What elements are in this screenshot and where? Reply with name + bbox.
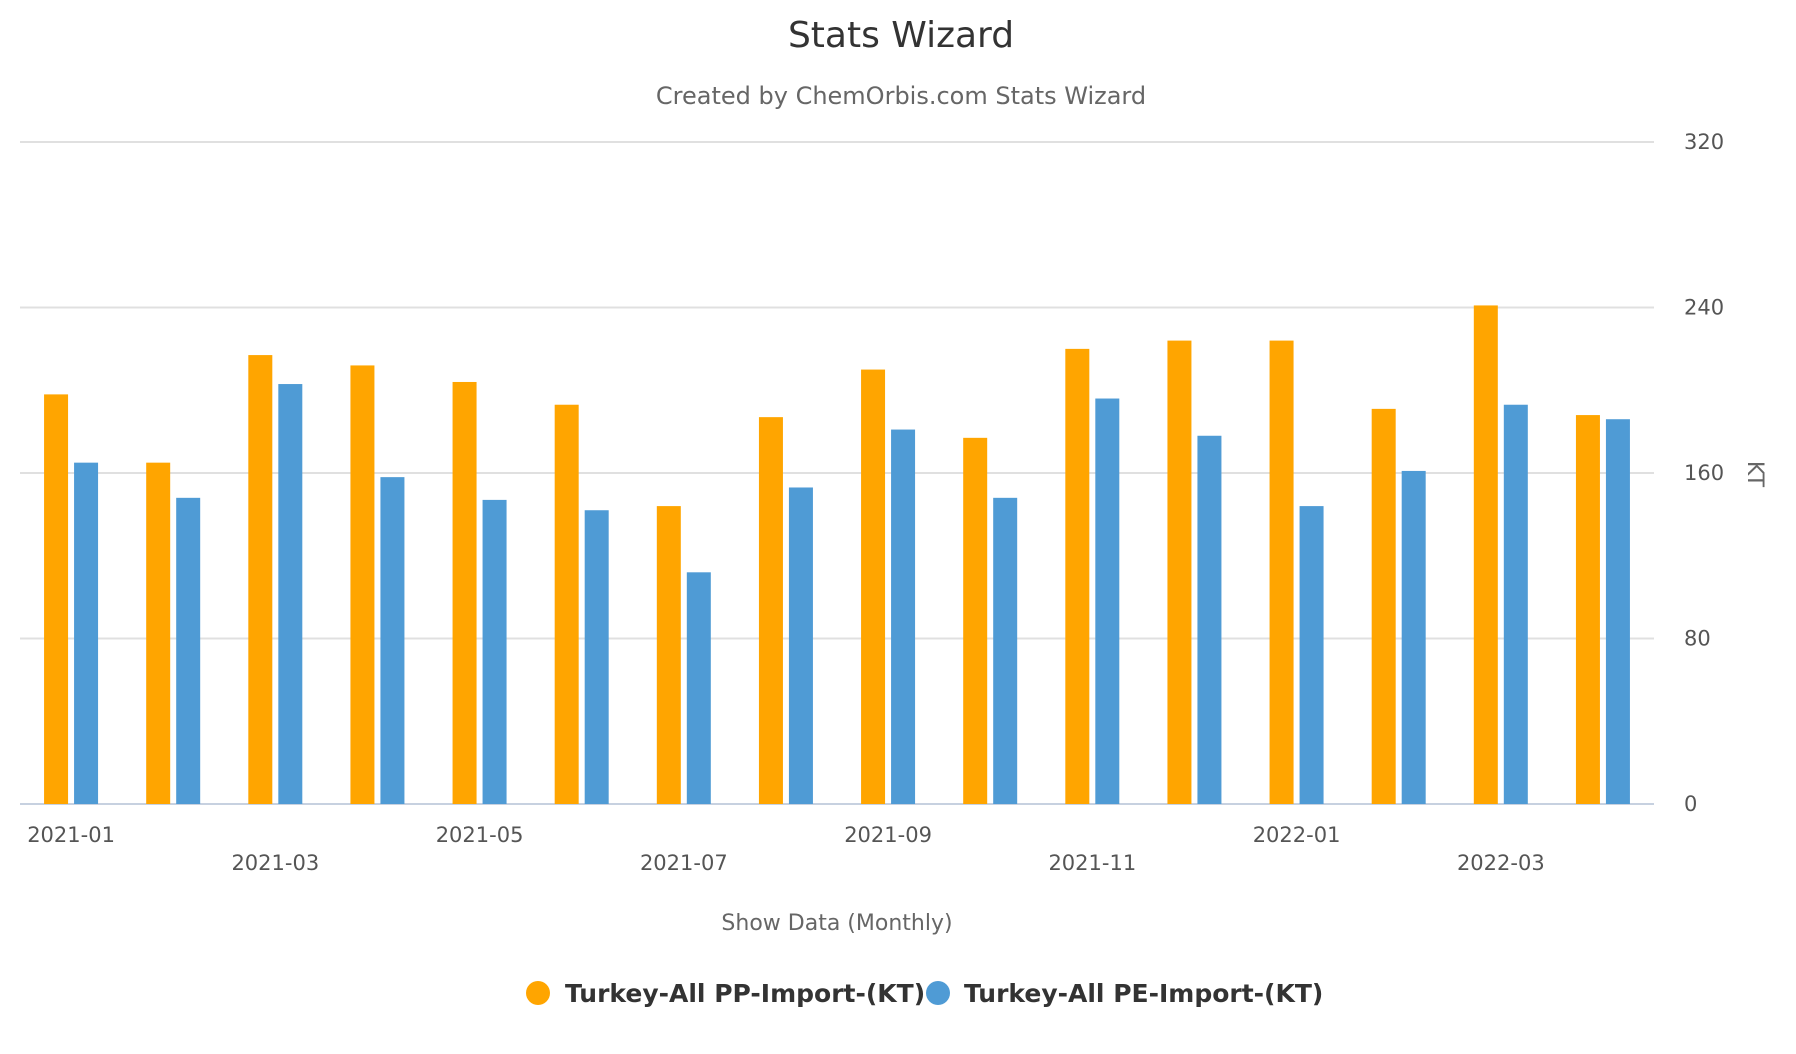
- pe-import-bar-2021-03[interactable]: [278, 384, 303, 804]
- legend-marker-pp-import[interactable]: [526, 981, 550, 1005]
- legend-label-pp-import[interactable]: Turkey-All PP-Import-(KT): [565, 979, 925, 1008]
- pe-import-bar-2021-09[interactable]: [891, 429, 916, 804]
- pe-import-bar-2021-10[interactable]: [993, 497, 1018, 804]
- pp-import-bar-2021-04[interactable]: [350, 365, 375, 804]
- pe-import-bar-2022-04[interactable]: [1605, 419, 1630, 804]
- pp-import-bar-2021-09[interactable]: [861, 369, 886, 804]
- pp-import-bar-2021-06[interactable]: [554, 404, 579, 804]
- pp-import-bar-2022-03[interactable]: [1473, 305, 1498, 804]
- pp-import-bar-2021-05[interactable]: [452, 381, 477, 804]
- x-tick-label: 2021-01: [27, 823, 115, 847]
- pe-import-bar-2021-08[interactable]: [788, 487, 813, 804]
- pe-import-bar-2021-06[interactable]: [584, 510, 609, 804]
- legend-marker-pe-import[interactable]: [926, 981, 950, 1005]
- pp-import-bar-2021-12[interactable]: [1167, 340, 1192, 804]
- pe-import-bar-2021-11[interactable]: [1095, 398, 1120, 804]
- pp-import-bar-2021-08[interactable]: [758, 417, 783, 804]
- pe-import-bar-2021-04[interactable]: [380, 477, 405, 804]
- pp-import-bar-2021-02[interactable]: [146, 462, 171, 804]
- bars: [44, 305, 1630, 804]
- y-tick-label: 80: [1684, 627, 1711, 651]
- x-tick-label: 2021-07: [640, 851, 728, 875]
- y-axis-ticks: 0 80 160 240 320: [1684, 130, 1724, 816]
- x-tick-label: 2022-01: [1253, 823, 1341, 847]
- pe-import-bar-2022-02[interactable]: [1401, 470, 1426, 804]
- y-tick-label: 320: [1684, 130, 1724, 154]
- legend: Turkey-All PP-Import-(KT) Turkey-All PE-I…: [526, 979, 1323, 1008]
- pe-import-bar-2021-12[interactable]: [1197, 435, 1222, 804]
- pp-import-bar-2021-10[interactable]: [963, 437, 988, 804]
- x-tick-label: 2022-03: [1457, 851, 1545, 875]
- pe-import-bar-2021-02[interactable]: [176, 497, 201, 804]
- pe-import-bar-2022-01[interactable]: [1299, 506, 1324, 804]
- pp-import-bar-2022-04[interactable]: [1575, 415, 1600, 804]
- y-tick-label: 0: [1684, 792, 1697, 816]
- pp-import-bar-2022-02[interactable]: [1371, 408, 1396, 804]
- x-tick-label: 2021-11: [1048, 851, 1136, 875]
- pp-import-bar-2021-11[interactable]: [1065, 348, 1090, 804]
- pe-import-bar-2021-07[interactable]: [686, 572, 711, 804]
- y-axis-label: KT: [1742, 461, 1767, 488]
- chart-title: Stats Wizard: [788, 15, 1014, 56]
- x-tick-label: 2021-05: [436, 823, 524, 847]
- pp-import-bar-2021-01[interactable]: [44, 394, 69, 804]
- x-tick-label: 2021-03: [231, 851, 319, 875]
- pe-import-bar-2022-03[interactable]: [1503, 404, 1528, 804]
- chart-subtitle: Created by ChemOrbis.com Stats Wizard: [656, 82, 1146, 110]
- pp-import-bar-2021-03[interactable]: [248, 355, 273, 804]
- pe-import-bar-2021-05[interactable]: [482, 499, 507, 804]
- legend-label-pe-import[interactable]: Turkey-All PE-Import-(KT): [964, 979, 1323, 1008]
- pp-import-bar-2021-07[interactable]: [656, 506, 681, 804]
- y-tick-label: 160: [1684, 461, 1724, 485]
- pe-import-bar-2021-01[interactable]: [74, 462, 99, 804]
- pp-import-bar-2022-01[interactable]: [1269, 340, 1294, 804]
- x-tick-label: 2021-09: [844, 823, 932, 847]
- x-axis-label: Show Data (Monthly): [721, 911, 952, 936]
- x-axis-ticks: 2021-01 2021-03 2021-05 2021-07 2021-09 2021-…: [27, 823, 1545, 875]
- y-tick-label: 240: [1684, 296, 1724, 320]
